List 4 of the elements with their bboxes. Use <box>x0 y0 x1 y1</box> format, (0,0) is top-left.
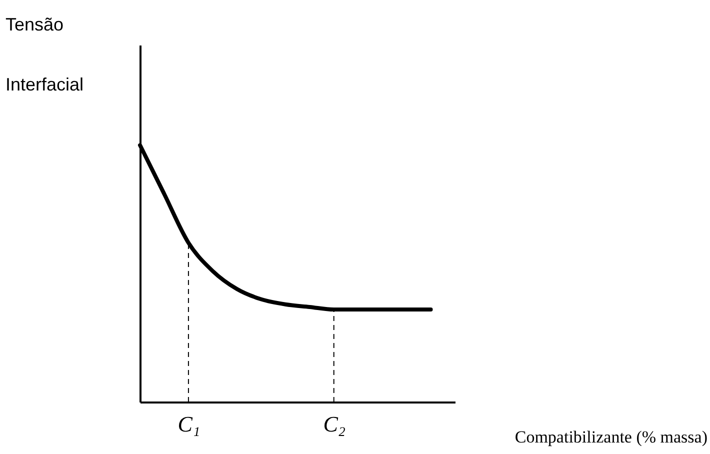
x-tick-label: C₁ <box>178 412 200 436</box>
text: Tensão Interfacial <box>6 14 84 94</box>
x-axis-title: Compatibilizante (% massa) <box>514 428 708 446</box>
x-tick-label: C₂ <box>323 412 346 436</box>
